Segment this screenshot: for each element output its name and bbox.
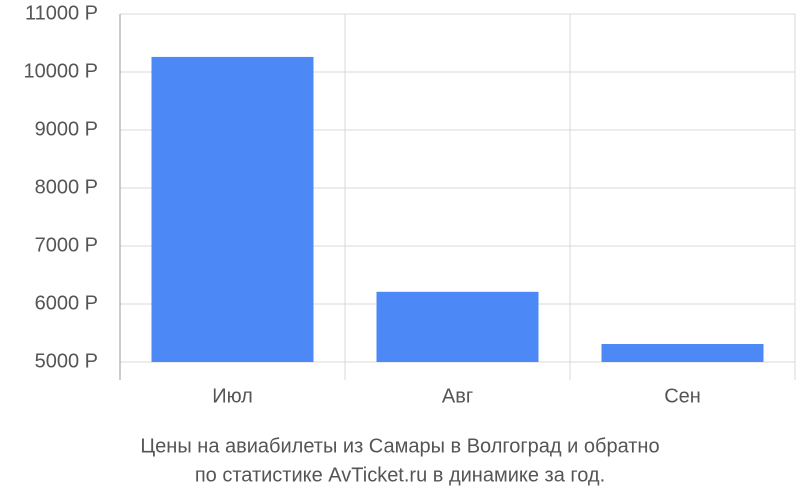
chart-title-line: Цены на авиабилеты из Самары в Волгоград… xyxy=(140,435,659,457)
y-tick-label: 8000 Р xyxy=(35,176,98,198)
y-tick-label: 6000 Р xyxy=(35,292,98,314)
chart-title-line: по статистике AvTicket.ru в динамике за … xyxy=(195,464,605,486)
y-tick-label: 10000 Р xyxy=(23,60,98,82)
x-tick-label: Авг xyxy=(442,385,473,407)
y-tick-label: 5000 Р xyxy=(35,350,98,372)
y-tick-label: 7000 Р xyxy=(35,234,98,256)
x-tick-label: Сен xyxy=(664,385,701,407)
bar xyxy=(151,56,314,363)
bar xyxy=(376,291,539,362)
y-tick-label: 9000 Р xyxy=(35,118,98,140)
y-tick-label: 11000 Р xyxy=(25,2,98,24)
bar xyxy=(601,344,764,362)
x-tick-label: Июл xyxy=(212,385,253,407)
